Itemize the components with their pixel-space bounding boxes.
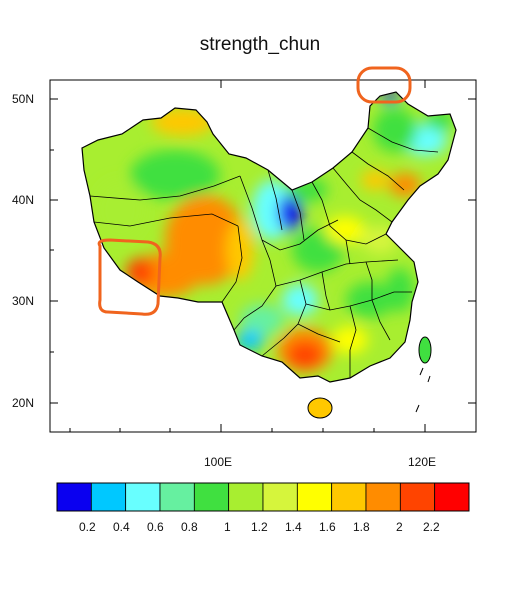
map-title: strength_chun [199, 34, 321, 55]
lon-label-120e: 120E [408, 455, 437, 469]
colorbar-swatch [434, 482, 470, 512]
colorbar-swatch [296, 482, 333, 512]
taiwan-island [418, 336, 432, 364]
colorbar-swatch [399, 482, 436, 512]
colorbar-swatch [262, 482, 298, 512]
colorbar-swatch [125, 482, 161, 512]
colorbar-label: 0.2 [79, 520, 96, 534]
axis-ticks [50, 80, 476, 432]
colorbar-label: 2.2 [423, 520, 440, 534]
colorbar-swatch [56, 482, 92, 512]
colorbar-label: 1.6 [319, 520, 336, 534]
colorbar-label: 2 [396, 520, 403, 534]
colorbar-label: 1.8 [353, 520, 370, 534]
colorbar-swatch [365, 482, 401, 512]
colorbar-label: 1 [224, 520, 231, 534]
province-borders [89, 127, 439, 378]
lon-label-100e: 100E [204, 455, 233, 469]
colorbar-label: 1.2 [251, 520, 268, 534]
annotation-circle-northeast [356, 66, 412, 104]
lat-label-30n: 30N [12, 294, 35, 308]
annotation-box-southwest [97, 238, 162, 316]
colorbar-label: 0.4 [113, 520, 130, 534]
colorbar-swatch [90, 482, 127, 512]
hainan-island [307, 397, 333, 419]
colorbar [56, 482, 470, 512]
colorbar-swatch [159, 482, 195, 512]
lat-label-40n: 40N [12, 193, 35, 207]
colorbar-swatch [193, 482, 230, 512]
colorbar-swatch [228, 482, 264, 512]
colorbar-swatch [331, 482, 367, 512]
lat-label-50n: 50N [12, 92, 35, 106]
south-sea-marks [415, 367, 431, 413]
colorbar-label: 0.6 [147, 520, 164, 534]
lat-label-20n: 20N [12, 396, 35, 410]
colorbar-label: 1.4 [285, 520, 302, 534]
colorbar-label: 0.8 [181, 520, 198, 534]
